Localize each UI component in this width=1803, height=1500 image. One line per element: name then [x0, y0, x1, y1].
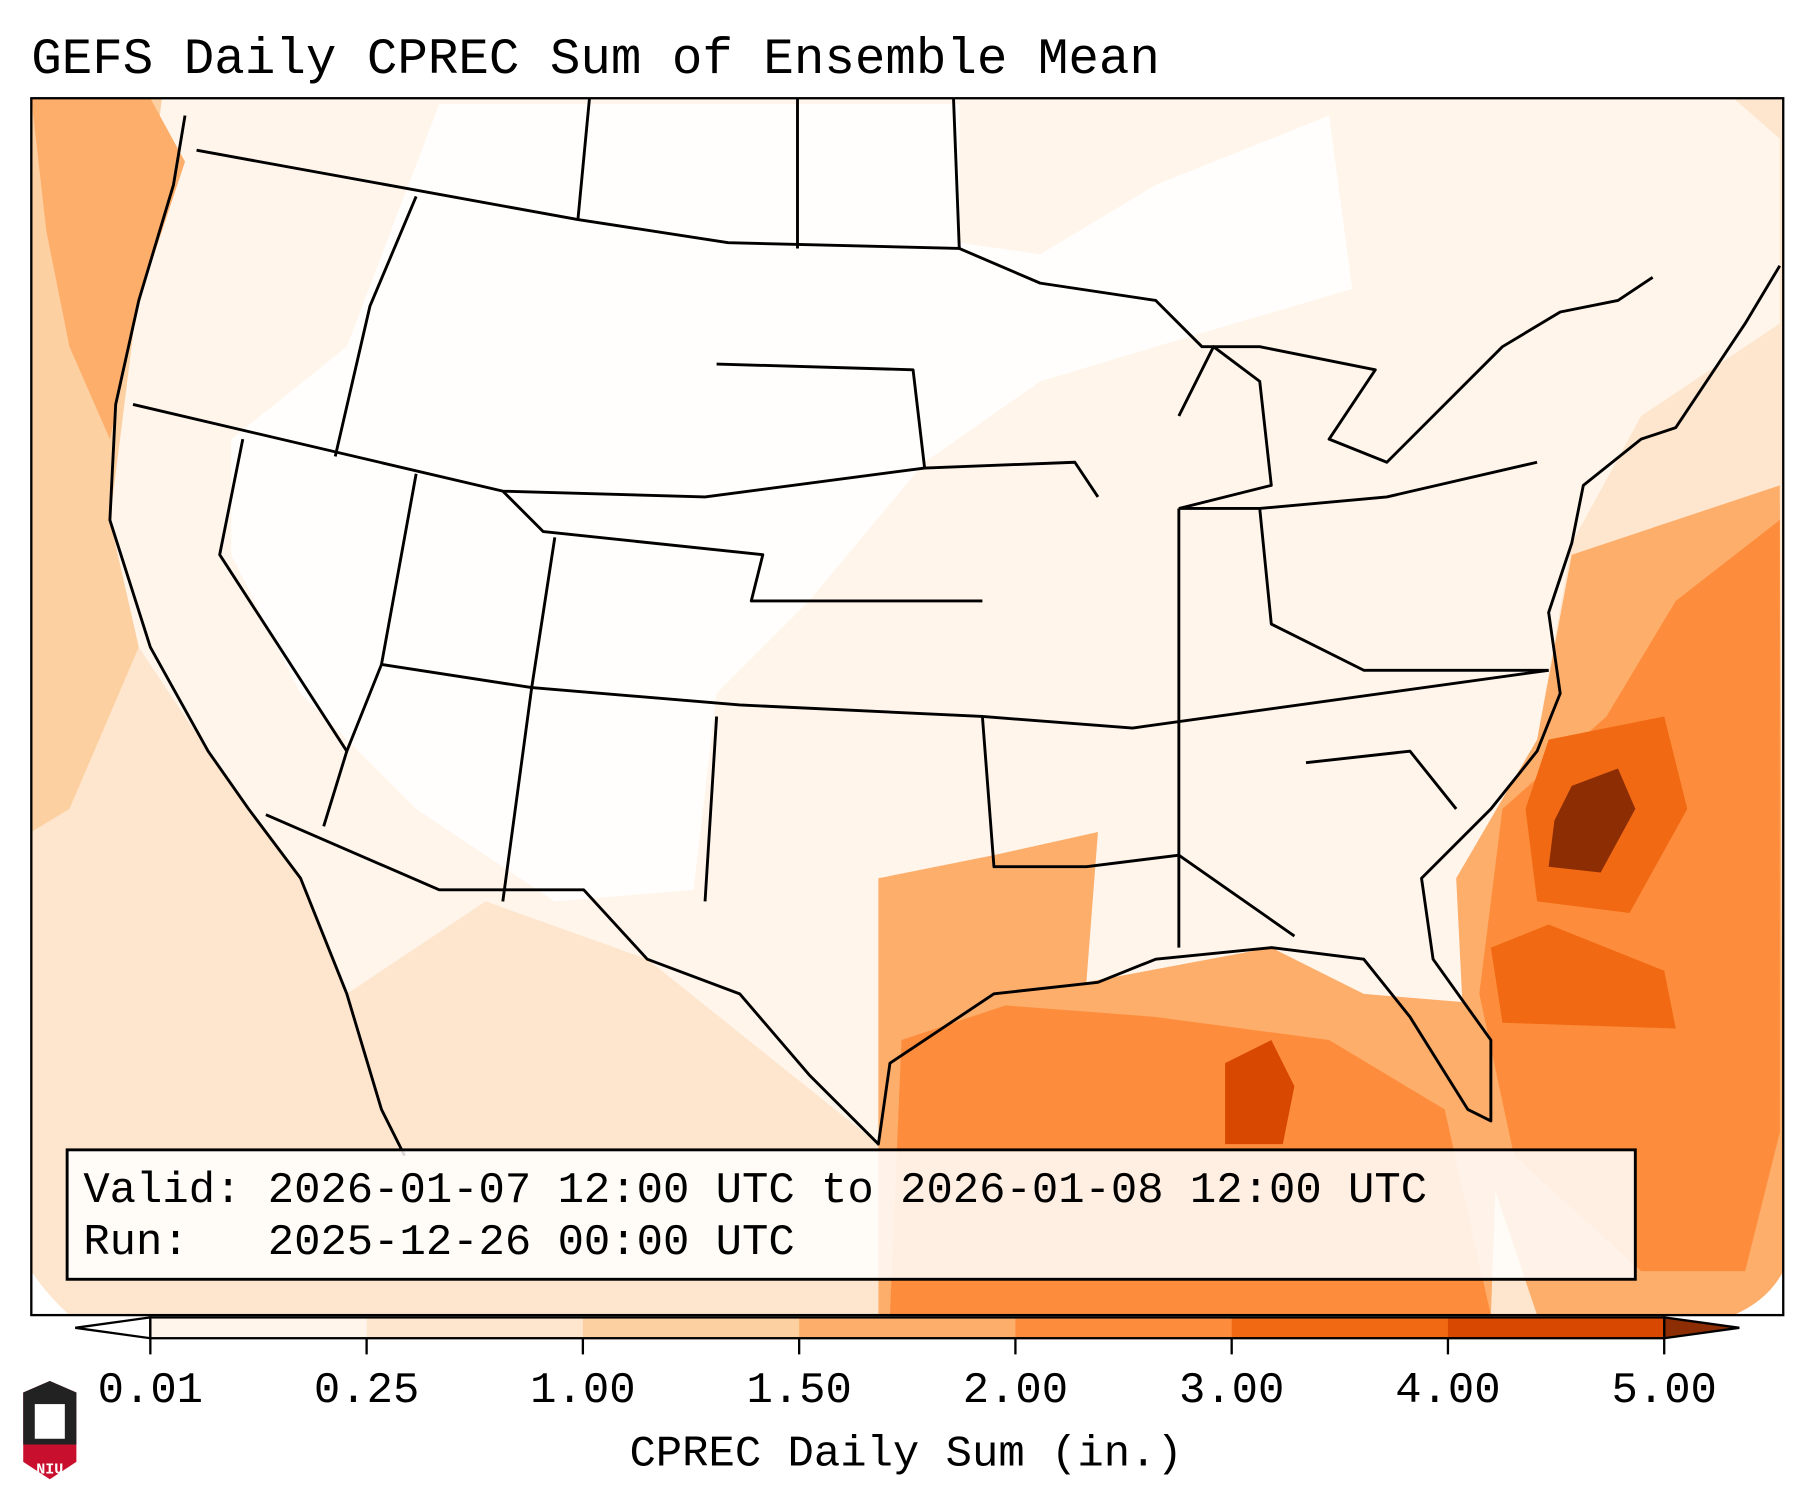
colorbar-tick-labels: 0.01 0.25 1.00 1.50 2.00 3.00 4.00 5.00 [98, 1366, 1717, 1416]
colorbar-under-extension [75, 1316, 152, 1340]
colorbar-tick-label: 2.00 [963, 1366, 1068, 1416]
valid-time-text: Valid: 2026-01-07 12:00 UTC to 2026-01-0… [83, 1166, 1427, 1216]
colorbar-tick-label: 4.00 [1395, 1366, 1500, 1416]
run-time-text: Run: 2025-12-26 00:00 UTC [83, 1218, 794, 1268]
field-none [231, 104, 1353, 902]
logo-text: NIU [36, 1460, 63, 1478]
colorbar-tick-label: 3.00 [1179, 1366, 1284, 1416]
colorbar-tick-label: 0.01 [98, 1366, 203, 1416]
colorbar-segment [150, 1317, 368, 1339]
map-area [31, 98, 1784, 1316]
colorbar-tick-label: 0.25 [314, 1366, 419, 1416]
field-atlantic-max [1548, 768, 1636, 873]
niu-logo: NIU [23, 1380, 77, 1480]
colorbar-segment [1015, 1317, 1233, 1339]
colorbar-tick-label: 1.50 [746, 1366, 851, 1416]
field-pacific-high [31, 98, 186, 440]
colorbar-outline [149, 1316, 1666, 1340]
colorbar-segment [366, 1317, 584, 1339]
field-gulf-high [1225, 1040, 1295, 1145]
coastlines [108, 98, 1782, 1157]
colorbar [75, 1316, 1740, 1355]
colorbar-tick-label: 5.00 [1612, 1366, 1717, 1416]
info-box: Valid: 2026-01-07 12:00 UTC to 2026-01-0… [65, 1148, 1637, 1281]
colorbar-label: CPREC Daily Sum (in.) [629, 1429, 1182, 1479]
colorbar-tick-label: 1.00 [530, 1366, 635, 1416]
chart-title: GEFS Daily CPREC Sum of Ensemble Mean [31, 32, 1160, 89]
colorbar-segment [582, 1317, 800, 1339]
colorbar-segment [1231, 1317, 1449, 1339]
colorbar-segment [799, 1317, 1016, 1339]
colorbar-over-extension [1663, 1316, 1740, 1340]
field-atlantic-high2 [1490, 924, 1676, 1029]
map-frame [30, 97, 1785, 1317]
colorbar-segment [1447, 1317, 1665, 1339]
